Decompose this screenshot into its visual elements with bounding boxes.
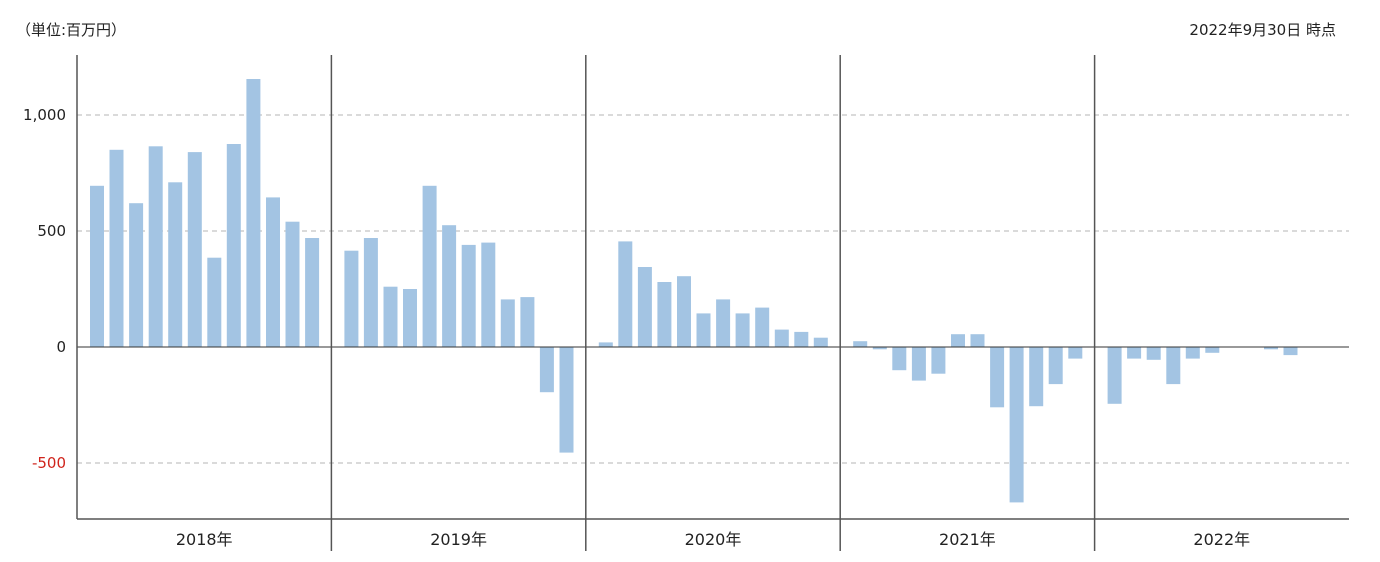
- bar: [403, 289, 417, 347]
- y-tick-label: 1,000: [23, 106, 66, 124]
- bar: [285, 221, 300, 347]
- bar: [774, 329, 789, 347]
- bar: [657, 282, 672, 347]
- bar: [1048, 347, 1063, 385]
- bar: [990, 347, 1005, 408]
- bar: [305, 238, 320, 347]
- bar: [520, 297, 535, 347]
- bar: [481, 242, 496, 347]
- bar: [696, 313, 711, 347]
- bar: [618, 241, 633, 347]
- bar: [853, 341, 868, 347]
- bar: [363, 238, 378, 347]
- bar: [1068, 347, 1083, 359]
- bar: [716, 299, 731, 347]
- y-tick-label: 500: [37, 222, 66, 240]
- bar: [344, 250, 359, 347]
- bar: [1185, 347, 1200, 359]
- bar: [148, 146, 163, 347]
- unit-label: （単位:百万円）: [16, 21, 127, 39]
- y-tick-label: 0: [56, 338, 66, 356]
- bar: [246, 79, 261, 347]
- bar: [129, 203, 144, 347]
- bar: [598, 342, 613, 347]
- bar: [109, 149, 124, 347]
- bar: [442, 225, 457, 347]
- bar: [872, 347, 887, 350]
- bar: [559, 347, 574, 453]
- label-layer: 1,000 500 0 -500 2018年 2019年 2020年 2021年 2022年: [23, 106, 1250, 549]
- bar: [461, 244, 476, 347]
- bar: [931, 347, 946, 374]
- as-of-date: 2022年9月30日 時点: [1189, 21, 1336, 39]
- bar: [677, 276, 691, 347]
- bar: [951, 334, 965, 347]
- x-category-label: 2020年: [685, 530, 742, 549]
- bar: [813, 337, 828, 347]
- bar: [187, 152, 202, 347]
- bar-layer: [90, 79, 1298, 503]
- x-category-label: 2018年: [176, 530, 233, 549]
- x-category-label: 2022年: [1193, 530, 1250, 549]
- bar: [637, 267, 652, 347]
- bar: [970, 334, 985, 347]
- axis-layer: [76, 55, 1349, 551]
- bar: [383, 286, 398, 347]
- bar: [892, 347, 907, 371]
- bar: [1264, 347, 1278, 350]
- bar: [168, 182, 183, 347]
- bar: [755, 307, 770, 347]
- bar: [1009, 347, 1024, 503]
- bar: [422, 185, 437, 347]
- x-category-label: 2021年: [939, 530, 996, 549]
- bar: [226, 144, 241, 347]
- y-tick-label: -500: [32, 454, 66, 472]
- bar: [1029, 347, 1044, 407]
- bar: [500, 299, 515, 347]
- bar: [911, 347, 926, 381]
- bar: [1166, 347, 1181, 385]
- bar: [539, 347, 554, 393]
- bar: [207, 257, 222, 347]
- bar: [794, 331, 809, 347]
- bar: [1146, 347, 1161, 360]
- bar: [1205, 347, 1220, 353]
- bar: [1107, 347, 1122, 404]
- bar: [735, 313, 750, 347]
- x-category-label: 2019年: [430, 530, 487, 549]
- bar: [90, 185, 104, 347]
- bar: [1283, 347, 1298, 356]
- bar: [266, 197, 280, 347]
- bar: [1127, 347, 1142, 359]
